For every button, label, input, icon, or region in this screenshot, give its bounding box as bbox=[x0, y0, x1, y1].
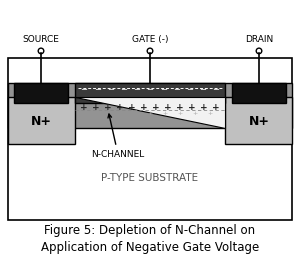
Text: +: + bbox=[207, 111, 213, 116]
Text: +: + bbox=[177, 111, 183, 116]
Text: −: − bbox=[107, 85, 114, 94]
Text: Figure 5: Depletion of N-Channel on
Application of Negative Gate Voltage: Figure 5: Depletion of N-Channel on Appl… bbox=[41, 224, 259, 254]
Text: +: + bbox=[104, 103, 112, 112]
Text: −: − bbox=[120, 85, 127, 94]
Text: +: + bbox=[164, 103, 172, 112]
Text: +: + bbox=[128, 103, 136, 112]
Text: −: − bbox=[212, 85, 220, 94]
Text: +: + bbox=[176, 103, 184, 112]
Bar bbox=[8, 58, 292, 220]
Text: −: − bbox=[160, 85, 167, 94]
Text: N+: N+ bbox=[31, 115, 52, 128]
Text: GATE (-): GATE (-) bbox=[132, 35, 168, 44]
Text: DRAIN: DRAIN bbox=[245, 35, 273, 44]
Bar bbox=[14, 83, 68, 103]
Text: −: − bbox=[94, 85, 101, 94]
Text: +: + bbox=[212, 103, 220, 112]
Text: +: + bbox=[140, 103, 148, 112]
Text: −: − bbox=[199, 85, 206, 94]
Text: −: − bbox=[186, 85, 193, 94]
Text: +: + bbox=[147, 111, 153, 116]
Text: −: − bbox=[173, 85, 180, 94]
Text: +: + bbox=[188, 103, 196, 112]
Bar bbox=[8, 83, 292, 128]
Polygon shape bbox=[75, 97, 225, 128]
Text: +: + bbox=[116, 103, 124, 112]
Bar bbox=[232, 83, 286, 103]
Text: +: + bbox=[162, 111, 168, 116]
Text: +: + bbox=[200, 103, 208, 112]
Text: P-TYPE SUBSTRATE: P-TYPE SUBSTRATE bbox=[101, 173, 199, 183]
Text: +: + bbox=[92, 103, 100, 112]
Text: N-CHANNEL: N-CHANNEL bbox=[92, 114, 145, 159]
Text: +: + bbox=[80, 103, 88, 112]
Text: +: + bbox=[152, 103, 160, 112]
Text: N+: N+ bbox=[248, 115, 269, 128]
Bar bbox=[225, 97, 292, 144]
Bar bbox=[8, 97, 75, 144]
Text: SOURCE: SOURCE bbox=[22, 35, 59, 44]
Text: −: − bbox=[133, 85, 140, 94]
Text: +: + bbox=[192, 111, 198, 116]
Text: −: − bbox=[80, 85, 88, 94]
Bar bbox=[75, 83, 225, 103]
Text: −: − bbox=[146, 85, 154, 94]
